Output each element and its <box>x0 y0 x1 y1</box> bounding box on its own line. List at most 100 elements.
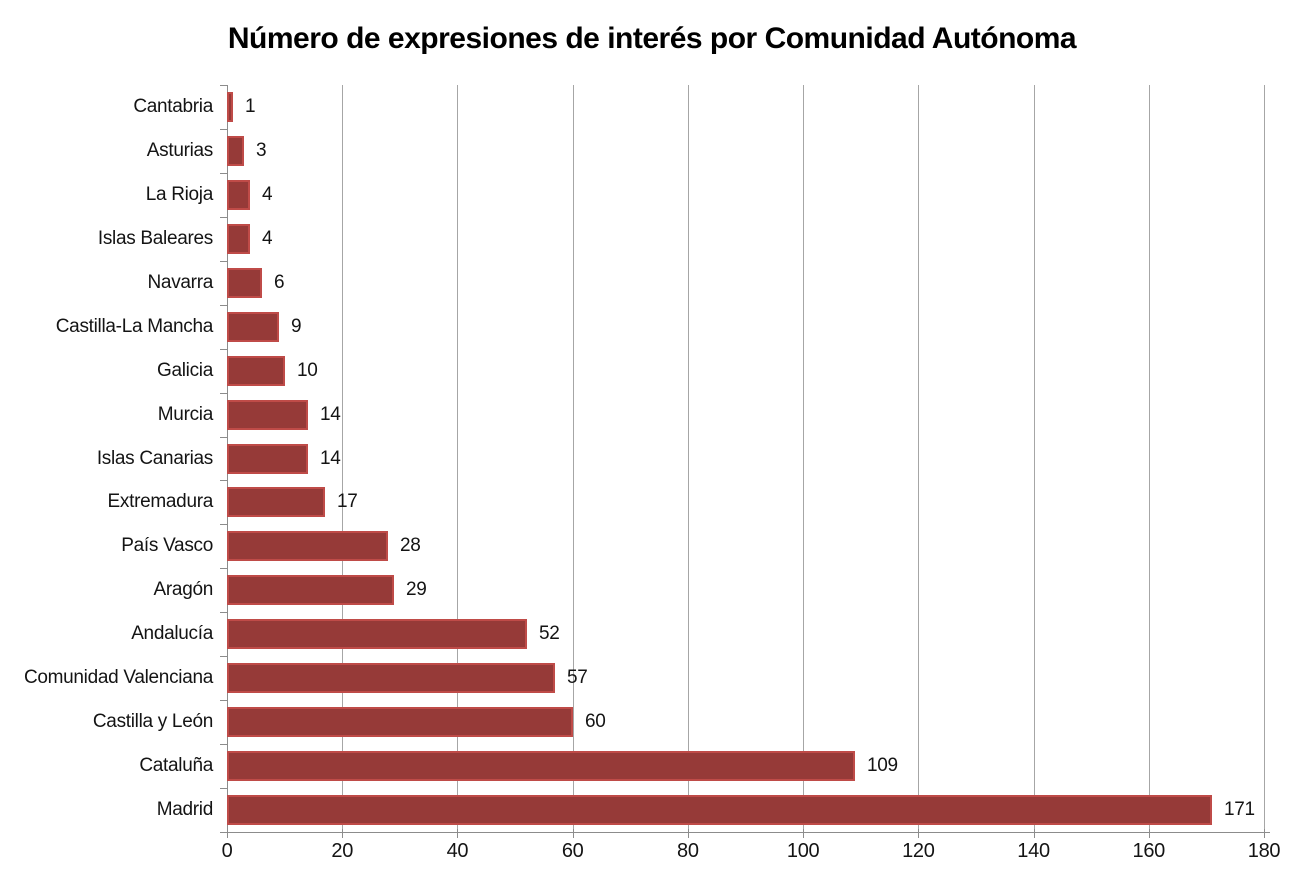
bar-comunidad-valenciana <box>227 663 556 693</box>
x-axis-tick <box>1033 829 1035 838</box>
category-label: Murcia <box>157 403 214 425</box>
category-label: Islas Baleares <box>97 227 213 249</box>
bar-castilla-y-le-n <box>227 707 573 737</box>
category-label: La Rioja <box>145 183 214 205</box>
bar-catalu-a <box>227 751 855 781</box>
gridline <box>1264 85 1265 832</box>
category-label: Madrid <box>156 799 214 821</box>
bar-value-label: 14 <box>320 447 341 469</box>
x-axis-tick <box>572 829 574 838</box>
bar-value-label: 57 <box>567 667 588 689</box>
category-label: País Vasco <box>121 535 213 557</box>
bar-value-label: 17 <box>337 491 358 513</box>
x-axis-tick <box>342 829 344 838</box>
bar-asturias <box>227 136 245 166</box>
y-axis-tick <box>220 217 227 218</box>
x-axis-line <box>221 832 1270 833</box>
bar-value-label: 28 <box>400 535 421 557</box>
category-label: Extremadura <box>107 491 214 513</box>
category-label: Cantabria <box>133 95 213 117</box>
plot-area: 1 3 4 4 6 9 10 14 14 17 28 29 52 57 60 109 171 <box>220 85 1270 838</box>
bar-arag-n <box>227 575 395 605</box>
y-axis-tick <box>220 744 227 745</box>
category-label: Comunidad Valenciana <box>23 667 213 689</box>
gridline <box>457 85 459 832</box>
bar-extremadura <box>227 487 325 517</box>
chart-title: Número de expresiones de interés por Com… <box>227 22 1077 55</box>
category-axis-labels: Cantabria Asturias La Rioja Islas Baleares N… <box>0 85 213 832</box>
bar-value-label: 9 <box>291 315 302 337</box>
x-axis-tick <box>227 829 228 838</box>
bar-cantabria <box>227 92 233 122</box>
x-axis-tick-label: 140 <box>1017 840 1050 862</box>
gridline <box>1148 85 1150 832</box>
y-axis-tick <box>220 700 227 701</box>
category-label: Navarra <box>147 271 214 293</box>
gridline <box>342 85 344 832</box>
bar-castilla-la-mancha <box>227 312 279 342</box>
bar-value-label: 52 <box>539 623 560 645</box>
x-axis-tick-label: 120 <box>902 840 935 862</box>
category-label: Castilla y León <box>92 711 213 733</box>
category-label: Castilla-La Mancha <box>55 315 214 337</box>
bar-value-label: 29 <box>406 579 427 601</box>
bar-islas-baleares <box>227 224 251 254</box>
bar-madrid <box>227 795 1213 825</box>
x-axis-tick <box>687 829 689 838</box>
y-axis-tick <box>220 129 227 130</box>
y-axis-tick <box>220 349 227 350</box>
category-label: Aragón <box>153 579 214 601</box>
bar-value-label: 4 <box>262 227 273 249</box>
bar-value-label: 60 <box>585 711 606 733</box>
x-axis-tick-label: 40 <box>446 840 469 862</box>
y-axis-tick <box>220 656 227 657</box>
x-axis-tick-label: 0 <box>221 840 233 862</box>
bar-navarra <box>227 268 262 298</box>
x-axis-tick-label: 180 <box>1247 840 1281 862</box>
y-axis-tick <box>220 173 227 174</box>
bar-galicia <box>227 356 285 386</box>
category-label: Cataluña <box>139 755 213 777</box>
x-axis-tick-label: 160 <box>1132 840 1166 862</box>
gridline <box>1033 85 1035 832</box>
y-axis-tick <box>220 612 227 613</box>
bar-value-label: 6 <box>274 271 285 293</box>
gridline <box>918 85 920 832</box>
value-axis-labels: 0 20 40 60 80 100 120 140 160 180 <box>222 840 1281 870</box>
bar-value-label: 4 <box>262 183 273 205</box>
y-axis-tick <box>220 393 227 394</box>
x-axis-tick <box>457 829 459 838</box>
x-axis-tick <box>918 829 920 838</box>
bar-value-label: 14 <box>320 403 341 425</box>
y-axis-tick <box>220 480 227 481</box>
x-axis-tick-label: 60 <box>561 840 584 862</box>
y-axis-tick <box>220 85 227 86</box>
gridline <box>572 85 574 832</box>
bar-islas-canarias <box>227 444 308 474</box>
bar-pa-s-vasco <box>227 531 389 561</box>
bar-value-label: 10 <box>297 359 318 381</box>
category-label: Islas Canarias <box>96 447 213 469</box>
x-axis-tick-label: 100 <box>786 840 820 862</box>
x-axis-tick <box>1148 829 1150 838</box>
y-axis-tick <box>220 788 227 789</box>
y-axis-tick <box>220 305 227 306</box>
y-axis-tick <box>220 524 227 525</box>
bar-value-label: 3 <box>256 139 267 161</box>
x-axis-tick <box>803 829 805 838</box>
y-axis-tick <box>220 437 227 438</box>
y-axis-tick <box>220 568 227 569</box>
bar-value-label: 109 <box>867 755 898 777</box>
bar-value-label: 1 <box>245 95 256 117</box>
bar-la-rioja <box>227 180 251 210</box>
category-label: Andalucía <box>131 623 213 645</box>
x-axis-tick-label: 20 <box>331 840 354 862</box>
x-axis-tick-label: 80 <box>677 840 699 862</box>
y-axis-tick <box>220 832 227 833</box>
bar-murcia <box>227 400 308 430</box>
category-label: Galicia <box>157 359 213 381</box>
y-axis-tick <box>220 261 227 262</box>
category-label: Asturias <box>146 139 214 161</box>
bar-value-label: 171 <box>1224 799 1255 821</box>
